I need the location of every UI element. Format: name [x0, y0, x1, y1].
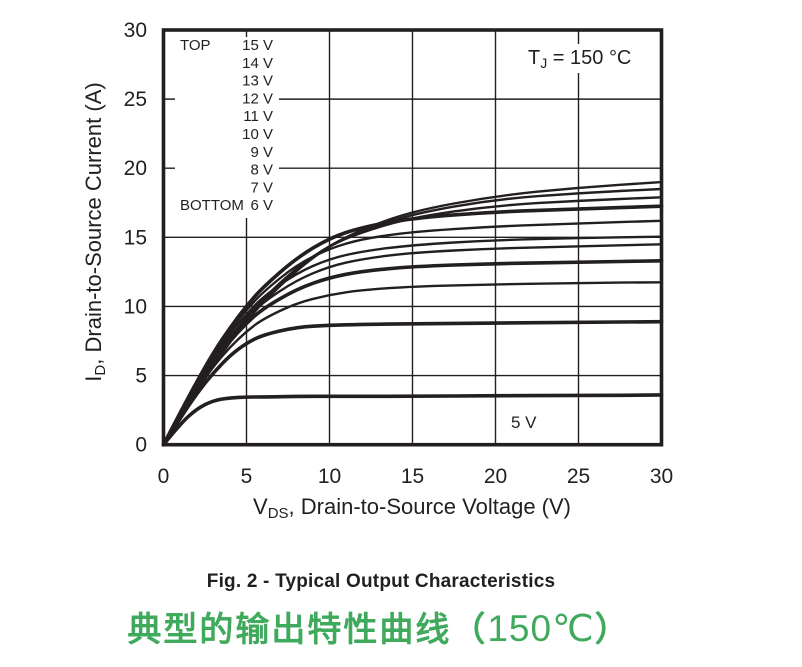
curve-6-v [161, 319, 664, 447]
legend-entry: 15 V [242, 37, 273, 54]
legend-entry: 6 V [250, 197, 273, 214]
y-tick-label: 15 [124, 226, 147, 249]
y-tick-label: 10 [124, 295, 147, 318]
y-tick-label: 5 [135, 365, 147, 388]
legend-mask [175, 37, 279, 218]
x-axis-title: VDS, Drain-to-Source Voltage (V) [253, 494, 571, 522]
curve-inline-label: 5 V [511, 413, 537, 432]
legend-entry: 8 V [250, 162, 273, 179]
legend-entry: 14 V [242, 55, 273, 72]
legend-entry: 12 V [242, 90, 273, 107]
y-tick-label: 0 [135, 434, 147, 457]
chart-canvas: TOP BOTTOM 15 V14 V13 V12 V11 V10 V9 V8 V7… [81, 19, 673, 522]
curve-5-v [161, 393, 664, 447]
x-tick-label: 20 [484, 465, 507, 488]
figure-caption-cn: 典型的输出特性曲线（150℃） [0, 604, 758, 654]
legend-entry: 11 V [243, 108, 273, 125]
caption-cn-title: 典型的输出特性曲线 [127, 611, 452, 649]
x-tick-label: 30 [650, 465, 673, 488]
annotation-mask [505, 44, 655, 73]
legend-top-label: TOP [180, 37, 211, 54]
curve-15-v [162, 180, 663, 446]
legend-entry: 7 V [250, 179, 273, 196]
legend-entry: 13 V [242, 73, 273, 90]
x-tick-label: 15 [401, 465, 424, 488]
x-tick-label: 10 [318, 465, 341, 488]
y-tick-label: 25 [124, 88, 147, 111]
y-axis-title: ID, Drain-to-Source Current (A) [81, 82, 109, 381]
legend-entry: 10 V [242, 126, 273, 143]
legend-entry: 9 V [250, 144, 273, 161]
x-tick-label: 25 [567, 465, 590, 488]
legend-bottom-label: BOTTOM [180, 197, 244, 214]
curve-12-v [161, 204, 664, 447]
x-tick-label: 5 [241, 465, 253, 488]
caption-cn-paren-close: ） [594, 611, 631, 649]
figure-caption-en: Fig. 2 - Typical Output Characteristics [206, 571, 556, 592]
junction-temperature-annotation: TJ = 150 °C [528, 47, 631, 71]
x-tick-label: 0 [158, 465, 170, 488]
caption-cn-temperature: 150℃ [487, 608, 595, 649]
caption-cn-paren-open: （ [451, 611, 488, 649]
y-tick-label: 30 [124, 19, 147, 42]
y-tick-label: 20 [124, 157, 147, 180]
